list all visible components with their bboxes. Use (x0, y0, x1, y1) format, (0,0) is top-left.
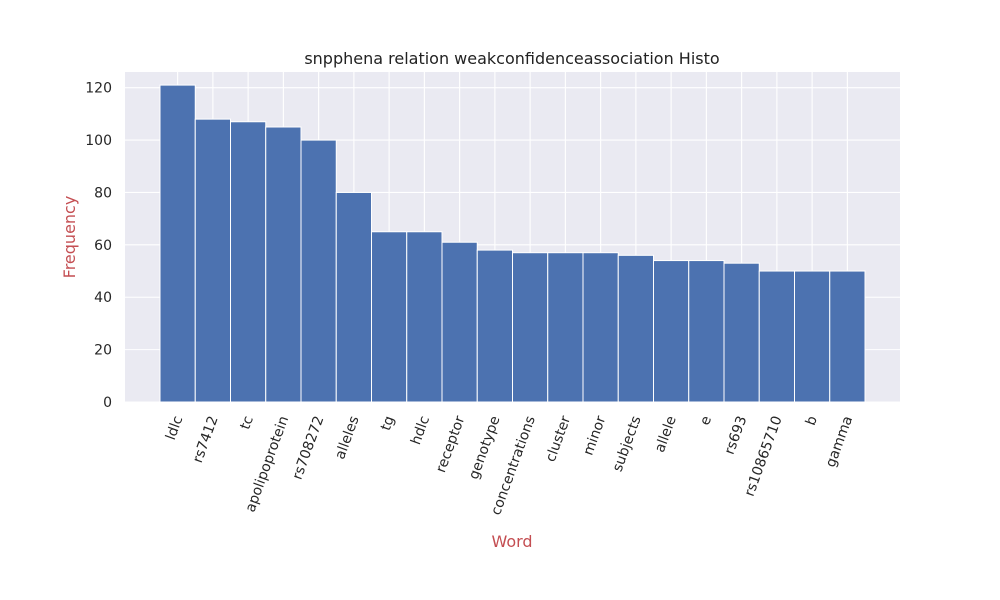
bar-rs708272 (300, 139, 337, 403)
x-tick-label: rs7412 (190, 414, 222, 465)
x-tick-label: gamma (823, 414, 856, 470)
bar-allele (653, 260, 690, 403)
bar-minor (582, 252, 619, 403)
y-tick-label: 80 (94, 185, 112, 201)
bar-rs10865710 (758, 270, 795, 403)
x-tick-label: e (697, 414, 715, 428)
x-tick-label: minor (580, 414, 609, 458)
x-tick-label: genotype (466, 414, 504, 482)
x-tick-label: alleles (332, 414, 362, 462)
bar-cluster (547, 252, 584, 403)
x-tick-label: cluster (543, 414, 574, 464)
x-tick-label: ldlc (163, 414, 186, 442)
bar-rs7412 (194, 118, 231, 403)
bar-e (688, 260, 725, 403)
bar-apolipoprotein (265, 126, 302, 403)
y-tick-labels: 0 20 40 60 80 100 120 (85, 81, 112, 411)
x-tick-label: tg (378, 414, 398, 433)
x-tick-label: tc (237, 414, 257, 432)
x-tick-label: rs693 (722, 414, 751, 457)
x-tick-label: hdlc (408, 414, 433, 447)
bar-receptor (441, 241, 478, 403)
bars (159, 84, 866, 403)
y-tick-label: 60 (94, 238, 112, 254)
bar-rs693 (723, 262, 760, 403)
bar-alleles (335, 191, 372, 403)
chart-title: snpphena relation weakconfidenceassociat… (304, 49, 719, 68)
bar-concentrations (512, 252, 549, 403)
bar-gamma (829, 270, 866, 403)
y-tick-label: 0 (103, 395, 112, 411)
x-tick-label: allele (652, 414, 680, 455)
x-tick-label: b (803, 414, 821, 428)
y-tick-label: 120 (85, 81, 112, 97)
x-tick-label: rs708272 (290, 414, 328, 482)
x-tick-label: receptor (433, 414, 468, 475)
y-axis-label: Frequency (60, 196, 79, 279)
bar-ldlc (159, 84, 196, 403)
y-tick-label: 100 (85, 133, 112, 149)
x-tick-label: subjects (610, 414, 645, 474)
bar-b (794, 270, 831, 403)
x-axis-label: Word (491, 532, 532, 551)
x-tick-label: rs10865710 (742, 414, 786, 499)
bar-hdlc (406, 231, 443, 403)
y-tick-label: 40 (94, 290, 112, 306)
bar-tg (371, 231, 408, 403)
y-tick-label: 20 (94, 343, 112, 359)
bar-subjects (617, 254, 654, 403)
bar-genotype (476, 249, 513, 403)
bar-tc (230, 121, 267, 403)
